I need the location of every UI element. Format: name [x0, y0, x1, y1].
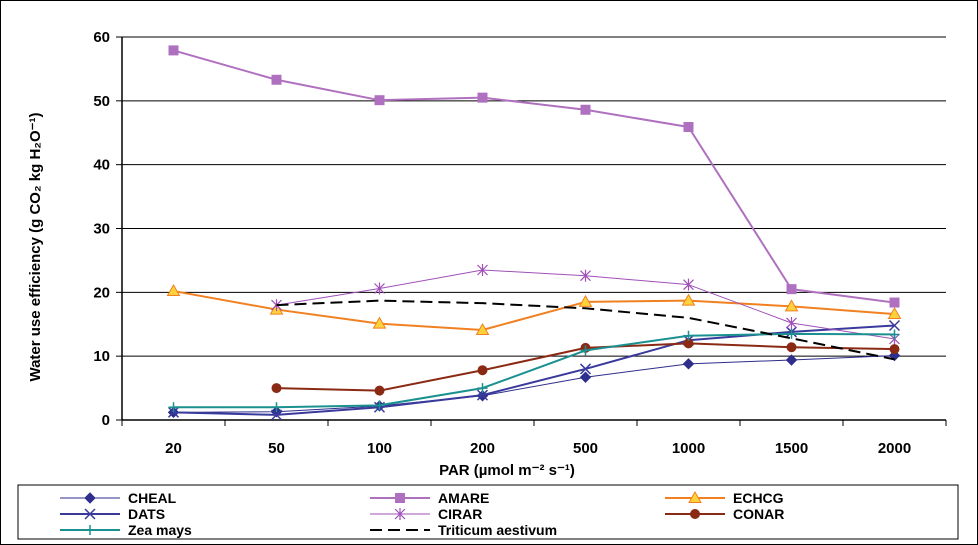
y-tick-label: 0 — [102, 412, 110, 429]
data-point — [374, 282, 385, 295]
legend-item: ECHCG — [665, 490, 784, 506]
legend-marker — [688, 490, 702, 503]
legend-label: CHEAL — [128, 490, 177, 506]
x-tick-label: 500 — [573, 440, 598, 457]
y-tick-label: 60 — [93, 29, 110, 46]
legend-marker — [84, 508, 96, 520]
legend-marker — [394, 508, 406, 520]
legend-box — [17, 484, 959, 540]
y-tick-label: 30 — [93, 221, 110, 238]
series-zea-mays — [168, 328, 900, 413]
data-point — [578, 294, 593, 307]
legend-item: CIRAR — [370, 506, 482, 522]
data-point — [168, 45, 179, 56]
legend-marker — [395, 493, 405, 503]
legend-item: Triticum aestivum — [370, 522, 557, 538]
data-point — [786, 342, 797, 353]
legend-item: CONAR — [665, 506, 784, 522]
x-axis-title: PAR (µmol m⁻² s⁻¹) — [439, 462, 575, 479]
data-point — [786, 284, 797, 295]
legend-marker — [84, 492, 96, 504]
series-line — [276, 299, 895, 361]
data-point — [271, 402, 282, 413]
legend-label: DATS — [128, 506, 165, 522]
data-point — [682, 358, 695, 370]
data-point — [579, 371, 592, 383]
legend-label: ECHCG — [733, 490, 784, 506]
data-point — [374, 385, 385, 396]
legend-marker — [85, 525, 95, 535]
x-tick-label: 1500 — [775, 440, 808, 457]
data-point — [374, 400, 385, 411]
y-tick-label: 40 — [93, 157, 110, 174]
data-point — [887, 307, 902, 320]
data-point — [271, 383, 282, 394]
data-point — [476, 389, 489, 401]
series-line — [173, 49, 895, 304]
data-point — [271, 74, 282, 85]
legend-item: Zea mays — [60, 522, 192, 538]
legend-item: AMARE — [370, 490, 489, 506]
series-echcg — [166, 284, 902, 335]
x-tick-label: 50 — [268, 440, 285, 457]
data-point — [785, 354, 798, 366]
data-point — [580, 269, 591, 282]
legend: CHEAL AMARE ECHCG DATS CIRAR CONAR Zea mays Tri… — [17, 484, 959, 540]
data-point — [580, 104, 591, 115]
series-line — [173, 332, 895, 409]
data-point — [372, 316, 387, 329]
data-point — [889, 297, 900, 308]
y-axis-title: Water use efficiency (g CO₂ kg H₂O⁻¹) — [27, 112, 44, 381]
series-line — [173, 290, 895, 331]
x-tick-labels: 20 50 100 200 500 1000 1500 2000 — [165, 440, 911, 457]
data-point — [580, 345, 591, 356]
legend-item: DATS — [60, 506, 165, 522]
data-point — [374, 95, 385, 106]
data-point — [475, 322, 490, 335]
data-point — [167, 406, 180, 418]
data-point — [786, 328, 797, 339]
legend-label: Zea mays — [128, 522, 192, 538]
data-point — [477, 263, 488, 276]
x-tick-label: 2000 — [878, 440, 911, 457]
data-point — [786, 316, 797, 329]
data-point — [477, 365, 488, 376]
y-tick-labels: 0 10 20 30 40 50 60 — [93, 29, 110, 429]
x-tick-label: 200 — [470, 440, 495, 457]
data-point — [681, 293, 696, 306]
data-point — [683, 278, 694, 291]
series-triticum-aestivum — [276, 299, 895, 361]
legend-label: Triticum aestivum — [438, 522, 557, 538]
data-point — [889, 329, 900, 340]
data-point — [166, 284, 181, 297]
y-tick-label: 10 — [93, 348, 110, 365]
legend-label: CONAR — [733, 506, 784, 522]
data-series — [166, 45, 902, 421]
legend-label: CIRAR — [438, 506, 482, 522]
legend-marker — [690, 509, 700, 519]
data-point — [784, 299, 799, 312]
data-point — [477, 92, 488, 103]
y-tick-label: 50 — [93, 93, 110, 110]
data-point — [270, 409, 283, 421]
legend-label: AMARE — [438, 490, 489, 506]
series-line — [173, 355, 895, 413]
y-tick-label: 20 — [93, 284, 110, 301]
data-point — [168, 402, 179, 413]
legend-item: CHEAL — [60, 490, 177, 506]
x-tick-label: 100 — [367, 440, 392, 457]
data-point — [579, 363, 592, 375]
data-point — [477, 383, 488, 394]
data-point — [683, 330, 694, 341]
series-amare — [168, 45, 900, 308]
data-point — [683, 122, 694, 133]
data-point — [889, 344, 900, 355]
x-tick-label: 20 — [165, 440, 182, 457]
axes — [116, 36, 947, 426]
x-tick-label: 1000 — [672, 440, 705, 457]
data-point — [888, 319, 901, 332]
